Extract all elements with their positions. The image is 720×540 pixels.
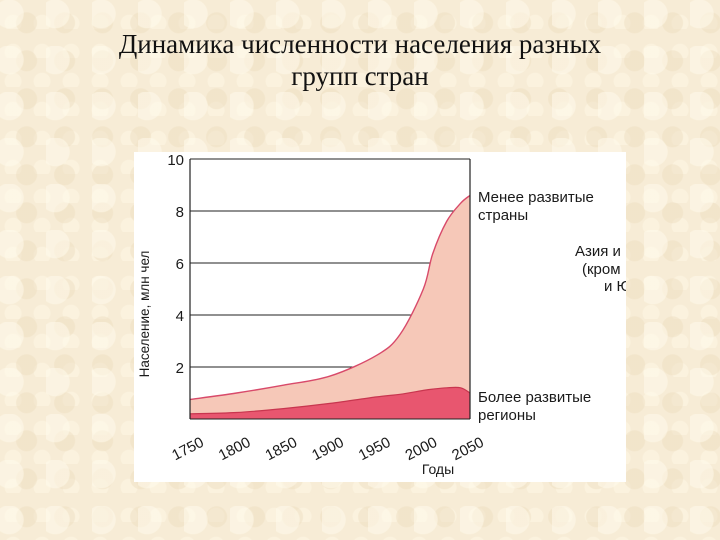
y-axis-label: Население, млн чел xyxy=(137,251,152,378)
y-tick-labels: 2 4 6 8 10 xyxy=(167,152,184,377)
population-chart: 2 4 6 8 10 1750 1800 1850 1900 1950 2000 2050 Насе… xyxy=(137,152,626,477)
x-tick-2050: 2050 xyxy=(449,434,486,464)
x-tick-1950: 1950 xyxy=(356,434,393,464)
x-axis-label: Годы xyxy=(422,461,454,477)
area-less-developed xyxy=(190,195,470,419)
axes xyxy=(189,159,471,420)
x-tick-1800: 1800 xyxy=(216,434,253,464)
label-more-developed-2: регионы xyxy=(478,407,536,424)
y-tick-4: 4 xyxy=(176,308,184,325)
label-less-developed-1: Менее развитые xyxy=(478,189,594,206)
label-asia-2: (кром xyxy=(582,261,621,278)
label-asia-1: Азия и xyxy=(575,243,621,260)
line-less-developed xyxy=(189,194,471,401)
label-asia-3: и Ю xyxy=(604,278,626,295)
slide-title-line1: Динамика численности населения разных xyxy=(118,29,602,59)
x-tick-1850: 1850 xyxy=(263,434,300,464)
slide-title: Динамика численности населения разных гр… xyxy=(0,28,720,92)
y-tick-8: 8 xyxy=(176,204,184,221)
x-tick-labels: 1750 1800 1850 1900 1950 2000 2050 xyxy=(169,434,486,464)
slide-title-line2: групп стран xyxy=(291,61,429,91)
chart-card: 2 4 6 8 10 1750 1800 1850 1900 1950 2000 2050 Насе… xyxy=(134,152,626,482)
x-tick-1900: 1900 xyxy=(309,434,346,464)
x-tick-2000: 2000 xyxy=(403,434,440,464)
label-more-developed-1: Более развитые xyxy=(478,389,591,406)
y-tick-2: 2 xyxy=(176,360,184,377)
y-tick-10: 10 xyxy=(167,152,184,169)
x-tick-1750: 1750 xyxy=(169,434,206,464)
label-less-developed-2: страны xyxy=(478,207,528,224)
y-tick-6: 6 xyxy=(176,256,184,273)
line-more-developed xyxy=(189,386,471,415)
